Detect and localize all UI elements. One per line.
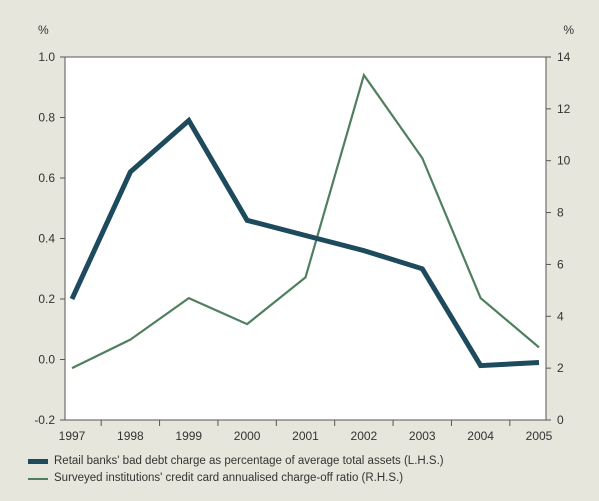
right-axis-unit: % xyxy=(563,23,574,37)
legend-item-charge-off: Surveyed institutions' credit card annua… xyxy=(28,470,444,487)
left-tick-label: 0.4 xyxy=(38,232,55,246)
left-tick-label: 1.0 xyxy=(38,50,55,64)
left-tick-label: -0.2 xyxy=(34,413,55,427)
x-tick-label: 1999 xyxy=(175,429,202,443)
right-tick-label: 0 xyxy=(557,413,564,427)
x-tick-label: 2004 xyxy=(467,429,494,443)
series-line-bad-debt xyxy=(69,116,540,369)
x-tick-label: 2000 xyxy=(234,429,261,443)
plot-area xyxy=(64,56,547,421)
right-tick-label: 2 xyxy=(557,361,564,375)
right-tick-label: 8 xyxy=(557,206,564,220)
legend-label-bad-debt: Retail banks' bad debt charge as percent… xyxy=(54,455,444,467)
series-lines xyxy=(69,72,540,370)
right-tick-label: 14 xyxy=(557,50,571,64)
left-tick-label: 0.0 xyxy=(38,353,55,367)
x-axis: 1997 1998 1999 2000 2001 2002 2003 2004 2005 xyxy=(59,420,553,443)
legend-swatch-charge-off xyxy=(28,477,48,480)
x-tick-label: 1998 xyxy=(117,429,144,443)
right-axis: 0 2 4 6 8 10 12 14 xyxy=(546,50,571,427)
right-tick-label: 12 xyxy=(557,102,571,116)
x-tick-label: 2001 xyxy=(292,429,319,443)
x-tick-label: 1997 xyxy=(59,429,86,443)
x-tick-label: 2003 xyxy=(409,429,436,443)
left-axis-unit: % xyxy=(38,23,49,37)
x-tick-label: 2005 xyxy=(526,429,553,443)
series-line-charge-off xyxy=(71,72,540,370)
legend: Retail banks' bad debt charge as percent… xyxy=(28,453,444,487)
left-tick-label: 0.6 xyxy=(38,171,55,185)
x-tick-label: 2002 xyxy=(351,429,378,443)
right-tick-label: 4 xyxy=(557,309,564,323)
left-tick-label: 0.8 xyxy=(38,111,55,125)
left-tick-label: 0.2 xyxy=(38,292,55,306)
right-tick-label: 6 xyxy=(557,257,564,271)
right-tick-label: 10 xyxy=(557,154,571,168)
legend-swatch-bad-debt xyxy=(28,459,48,464)
left-axis: -0.2 0.0 0.2 0.4 0.6 0.8 1.0 xyxy=(34,50,65,427)
legend-item-bad-debt: Retail banks' bad debt charge as percent… xyxy=(28,453,444,470)
legend-label-charge-off: Surveyed institutions' credit card annua… xyxy=(54,472,404,484)
